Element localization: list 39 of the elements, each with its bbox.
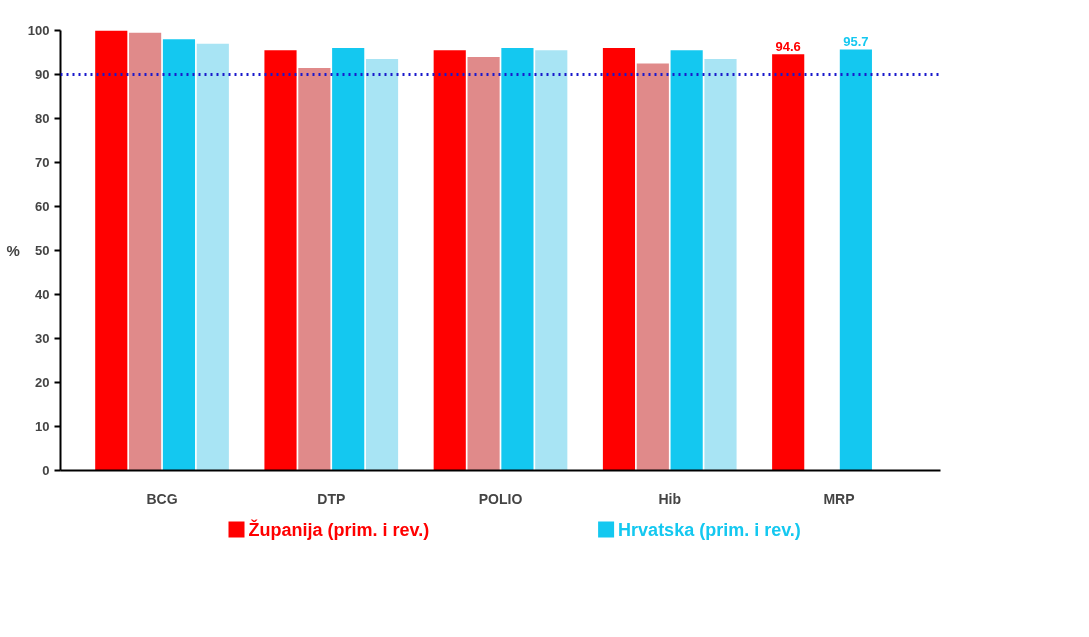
- bar: [332, 48, 365, 471]
- bar: [433, 50, 466, 471]
- x-tick-label: DTP: [317, 490, 346, 507]
- legend-label: Županija (prim. i rev.): [248, 518, 430, 540]
- bar: [365, 59, 399, 471]
- x-tick-label: Hib: [658, 490, 682, 507]
- bar: [264, 50, 297, 471]
- data-label: 95.7: [843, 34, 869, 50]
- y-tick-label: 100: [27, 23, 50, 38]
- bar: [298, 67, 331, 471]
- y-axis-title: %: [6, 242, 20, 259]
- y-tick-label: 70: [35, 155, 50, 170]
- y-tick-label: 90: [35, 67, 50, 82]
- bar: [95, 30, 128, 471]
- y-tick-label: 10: [35, 419, 50, 434]
- bar: [535, 50, 568, 471]
- x-tick-label: BCG: [146, 490, 178, 507]
- bar: [602, 48, 636, 471]
- y-tick-label: 40: [35, 287, 50, 302]
- bar: [162, 39, 196, 471]
- x-tick-label: MRP: [823, 490, 855, 507]
- bar: [704, 59, 737, 471]
- bar: [129, 32, 162, 471]
- x-tick-label: POLIO: [478, 490, 523, 507]
- y-tick-label: 60: [35, 199, 50, 214]
- y-tick-label: 30: [35, 331, 50, 346]
- y-tick-label: 0: [42, 463, 50, 478]
- data-label: 94.6: [775, 39, 801, 55]
- bar: [839, 49, 872, 471]
- bar: [636, 63, 669, 471]
- y-tick-label: 80: [35, 111, 50, 126]
- bar: [501, 48, 534, 471]
- bar: [196, 43, 229, 471]
- y-tick-label: 20: [35, 375, 50, 390]
- bar: [467, 56, 500, 471]
- y-tick-label: 50: [35, 243, 50, 258]
- legend-label: Hrvatska (prim. i rev.): [618, 519, 801, 540]
- bar: [670, 50, 703, 471]
- bar: [772, 54, 805, 471]
